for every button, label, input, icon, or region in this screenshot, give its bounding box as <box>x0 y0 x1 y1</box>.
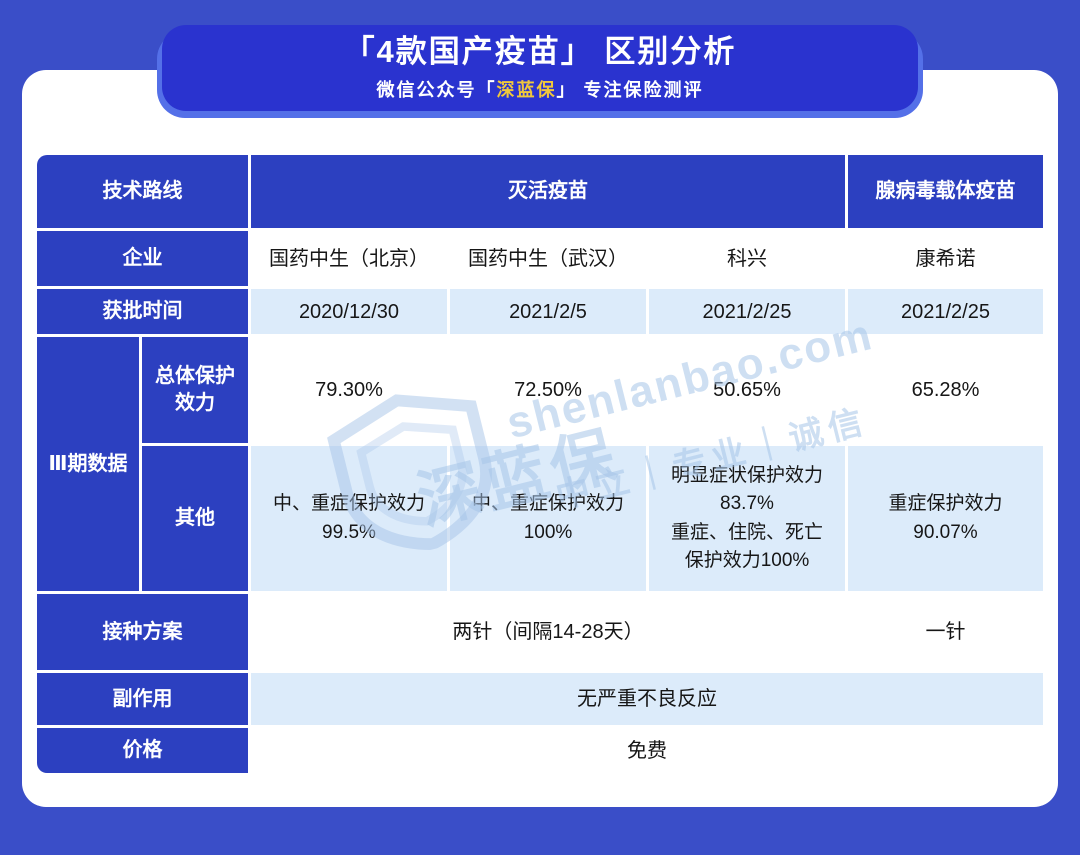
price-cell: 免费 <box>251 728 1043 773</box>
side-effects-cell: 无严重不良反应 <box>251 673 1043 725</box>
header-tech-route: 技术路线 <box>37 155 248 228</box>
other-efficacy-cell-0: 中、重症保护效力 99.5% <box>251 446 447 591</box>
page-title: 「4款国产疫苗」 区别分析 <box>343 34 737 70</box>
row-label-side-effects: 副作用 <box>37 673 248 725</box>
schedule-cell-adenovirus: 一针 <box>848 594 1043 670</box>
title-banner: 「4款国产疫苗」 区别分析 微信公众号「深蓝保」 专注保险测评 <box>162 25 918 111</box>
subtitle-suffix: 」 专注保险测评 <box>556 79 704 100</box>
subtitle-prefix: 微信公众号「 <box>376 79 497 100</box>
overall-efficacy-cell-1: 72.50% <box>450 337 646 443</box>
other-efficacy-cell-1: 中、重症保护效力 100% <box>450 446 646 591</box>
approval-date-cell-0: 2020/12/30 <box>251 289 447 334</box>
other-efficacy-cell-3: 重症保护效力 90.07% <box>848 446 1043 591</box>
row-label-price: 价格 <box>37 728 248 773</box>
other-efficacy-cell-2: 明显症状保护效力 83.7% 重症、住院、死亡 保护效力100% <box>649 446 845 591</box>
subtitle-brand: 深蓝保 <box>496 79 557 100</box>
overall-efficacy-cell-3: 65.28% <box>848 337 1043 443</box>
row-label-other: 其他 <box>142 446 248 591</box>
page-subtitle: 微信公众号「深蓝保」 专注保险测评 <box>376 76 703 102</box>
company-cell-sinopharm-wuhan: 国药中生（武汉） <box>450 231 646 286</box>
company-cell-cansino: 康希诺 <box>848 231 1043 286</box>
row-label-overall-efficacy: 总体保护 效力 <box>142 337 248 443</box>
row-label-company: 企业 <box>37 231 248 286</box>
row-label-approval-date: 获批时间 <box>37 289 248 334</box>
row-label-phase3: Ⅲ期数据 <box>37 337 139 591</box>
approval-date-cell-3: 2021/2/25 <box>848 289 1043 334</box>
schedule-cell-inactivated: 两针（间隔14-28天） <box>251 594 845 670</box>
overall-efficacy-cell-0: 79.30% <box>251 337 447 443</box>
header-inactivated-vaccine: 灭活疫苗 <box>251 155 845 228</box>
company-cell-sinovac: 科兴 <box>649 231 845 286</box>
approval-date-cell-1: 2021/2/5 <box>450 289 646 334</box>
row-label-schedule: 接种方案 <box>37 594 248 670</box>
overall-efficacy-cell-2: 50.65% <box>649 337 845 443</box>
approval-date-cell-2: 2021/2/25 <box>649 289 845 334</box>
vaccine-comparison-table: 技术路线 灭活疫苗 腺病毒载体疫苗 企业 国药中生（北京） 国药中生（武汉） 科… <box>37 155 1043 773</box>
company-cell-sinopharm-beijing: 国药中生（北京） <box>251 231 447 286</box>
header-adenovirus-vaccine: 腺病毒载体疫苗 <box>848 155 1043 228</box>
